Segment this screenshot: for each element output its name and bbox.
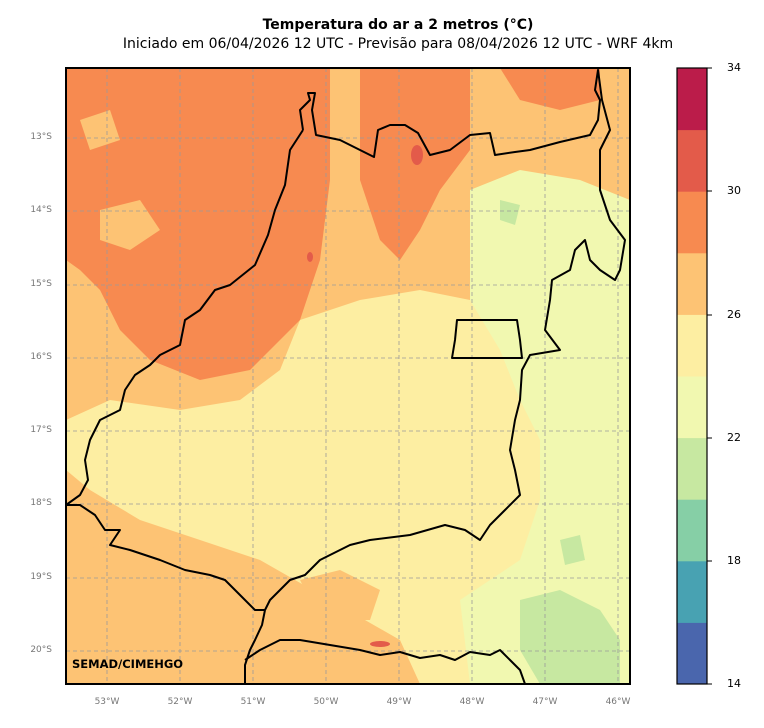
- mg-boundary-south: [244, 639, 526, 684]
- colorbar-frame: [676, 67, 708, 685]
- graticule: [66, 68, 630, 684]
- lon-label: 48°W: [459, 697, 485, 707]
- field-red-3: [370, 641, 390, 647]
- field-light-orange-s: [300, 570, 380, 620]
- field-orange-nw: [66, 68, 330, 380]
- field-red-2: [307, 252, 313, 262]
- colorbar-ticks: [707, 67, 712, 685]
- colorbar-segment: [677, 68, 707, 131]
- state-boundaries: [66, 69, 626, 684]
- colorbar-label: 34: [727, 61, 741, 74]
- lat-label: 14°S: [30, 205, 52, 215]
- df-boundary: [451, 319, 523, 359]
- lon-label: 52°W: [167, 697, 193, 707]
- colorbar-label: 18: [727, 554, 741, 567]
- map-subtitle: Iniciado em 06/04/2026 12 UTC - Previsão…: [122, 36, 674, 52]
- lon-label: 53°W: [94, 697, 120, 707]
- ms-boundary: [66, 504, 265, 611]
- mato-grosso-boundary: [66, 129, 304, 506]
- field-green-1: [500, 200, 520, 225]
- lat-label: 13°S: [30, 132, 52, 142]
- colorbar-segment: [677, 314, 707, 377]
- field-orange-ne: [500, 68, 600, 110]
- field-green-3: [560, 535, 585, 565]
- colorbar-segment: [677, 252, 707, 315]
- colorbar-segment: [677, 622, 707, 685]
- lat-label: 15°S: [30, 279, 52, 289]
- field-light-orange-1: [100, 200, 160, 250]
- colorbar-segment: [677, 437, 707, 500]
- lon-label: 49°W: [386, 697, 412, 707]
- colorbar-label: 26: [727, 308, 741, 321]
- field-light-orange-2: [80, 110, 120, 150]
- colorbar-segment: [677, 376, 707, 439]
- map-frame: [65, 67, 631, 685]
- colorbar: [677, 68, 707, 685]
- lat-label: 18°S: [30, 498, 52, 508]
- lat-label: 20°S: [30, 645, 52, 655]
- map-title: Temperatura do ar a 2 metros (°C): [262, 17, 534, 33]
- lat-label: 16°S: [30, 352, 52, 362]
- colorbar-label: 14: [727, 677, 741, 690]
- lat-label: 17°S: [30, 425, 52, 435]
- goias-boundary: [264, 69, 626, 611]
- colorbar-segment: [677, 499, 707, 562]
- field-light-orange-sw: [66, 540, 240, 684]
- lat-label: 19°S: [30, 572, 52, 582]
- sp-mg-west: [244, 609, 266, 684]
- colorbar-label: 30: [727, 184, 741, 197]
- field-green-2: [520, 590, 620, 684]
- credit-label: SEMAD/CIMEHGO: [72, 657, 184, 671]
- lon-label: 47°W: [532, 697, 558, 707]
- lon-label: 50°W: [313, 697, 339, 707]
- colorbar-label: 22: [727, 431, 741, 444]
- lon-label: 51°W: [240, 697, 266, 707]
- colorbar-segment: [677, 191, 707, 254]
- temperature-field: [66, 68, 630, 684]
- colorbar-segment: [677, 129, 707, 192]
- field-red-1: [411, 145, 423, 165]
- lon-label: 46°W: [605, 697, 631, 707]
- colorbar-segment: [677, 560, 707, 623]
